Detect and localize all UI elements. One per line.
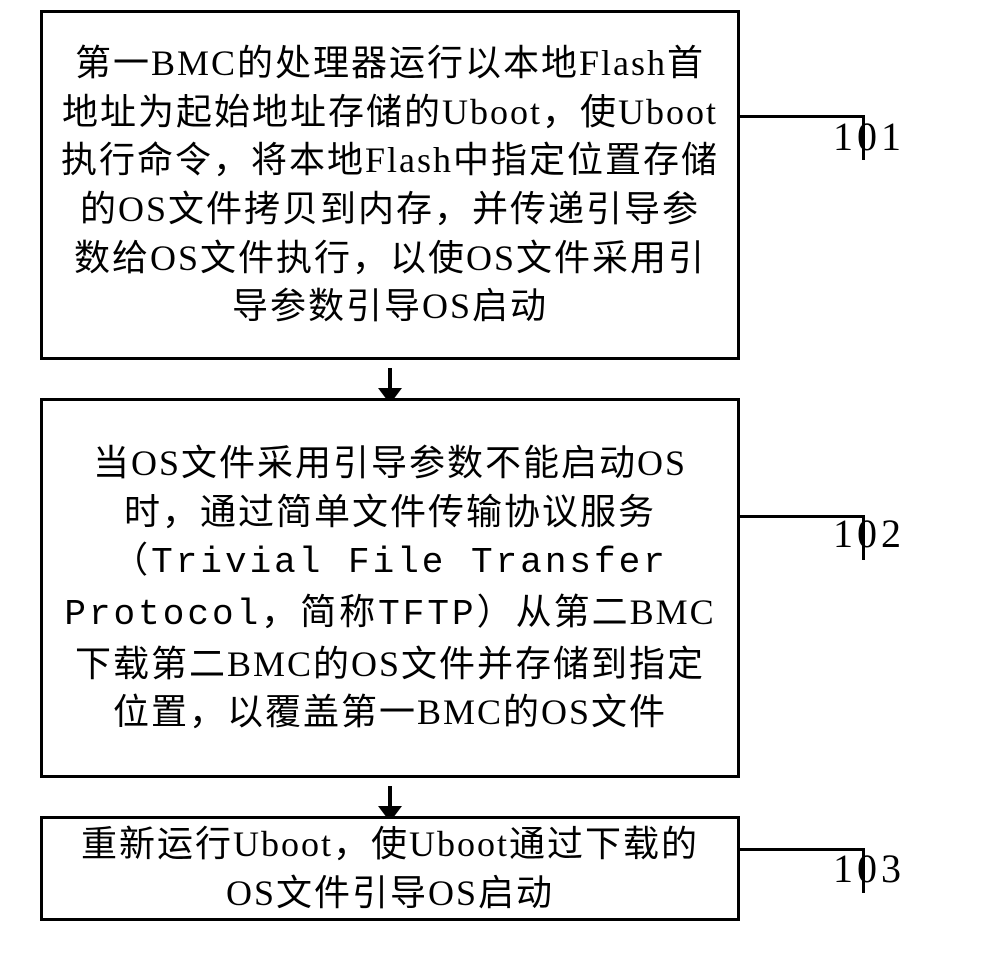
flowchart-container: 第一BMC的处理器运行以本地Flash首地址为起始地址存储的Uboot，使Ubo… [40, 10, 960, 921]
step-1-text: 第一BMC的处理器运行以本地Flash首地址为起始地址存储的Uboot，使Ubo… [61, 39, 719, 331]
arrow-1-to-2 [40, 360, 740, 398]
flowchart-step-1: 第一BMC的处理器运行以本地Flash首地址为起始地址存储的Uboot，使Ubo… [40, 10, 740, 360]
step-2-text: 当OS文件采用引导参数不能启动OS时，通过简单文件传输协议服务（Trivial … [61, 439, 719, 737]
flowchart-step-3: 重新运行Uboot，使Uboot通过下载的OS文件引导OS启动 [40, 816, 740, 921]
arrow-down-icon [388, 368, 392, 390]
arrow-down-icon [388, 786, 392, 808]
step-3-text: 重新运行Uboot，使Uboot通过下载的OS文件引导OS启动 [61, 820, 719, 917]
arrow-2-to-3 [40, 778, 740, 816]
step-2-text-part1: 当OS文件采用引导参数不能启动OS时，通过简单文件传输协议服务 [93, 443, 687, 532]
step-1-label: 101 [833, 113, 905, 160]
step-2-label: 102 [833, 510, 905, 557]
flowchart-step-2: 当OS文件采用引导参数不能启动OS时，通过简单文件传输协议服务（Trivial … [40, 398, 740, 778]
step-3-label: 103 [833, 845, 905, 892]
